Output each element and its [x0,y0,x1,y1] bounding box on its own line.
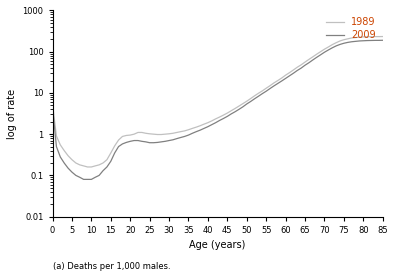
1989 [85,165,90,169]
1989 [89,165,94,169]
1989 [50,102,55,105]
Y-axis label: log of rate: log of rate [7,88,17,139]
1989 [380,35,385,38]
X-axis label: Age (years): Age (years) [190,240,246,250]
2009 [380,39,385,42]
2009 [89,178,94,181]
2009 [81,178,86,181]
1989 [334,41,339,45]
1989 [58,143,63,146]
2009 [50,106,55,109]
2009 [58,155,63,159]
1989 [66,154,70,157]
Text: (a) Deaths per 1,000 males.: (a) Deaths per 1,000 males. [53,262,170,271]
2009 [334,44,339,48]
Legend: 1989, 2009: 1989, 2009 [324,15,378,42]
2009 [66,166,70,170]
1989 [213,117,218,120]
Line: 2009: 2009 [53,40,383,179]
2009 [213,121,218,124]
2009 [307,61,311,64]
1989 [307,58,311,61]
Line: 1989: 1989 [53,36,383,167]
